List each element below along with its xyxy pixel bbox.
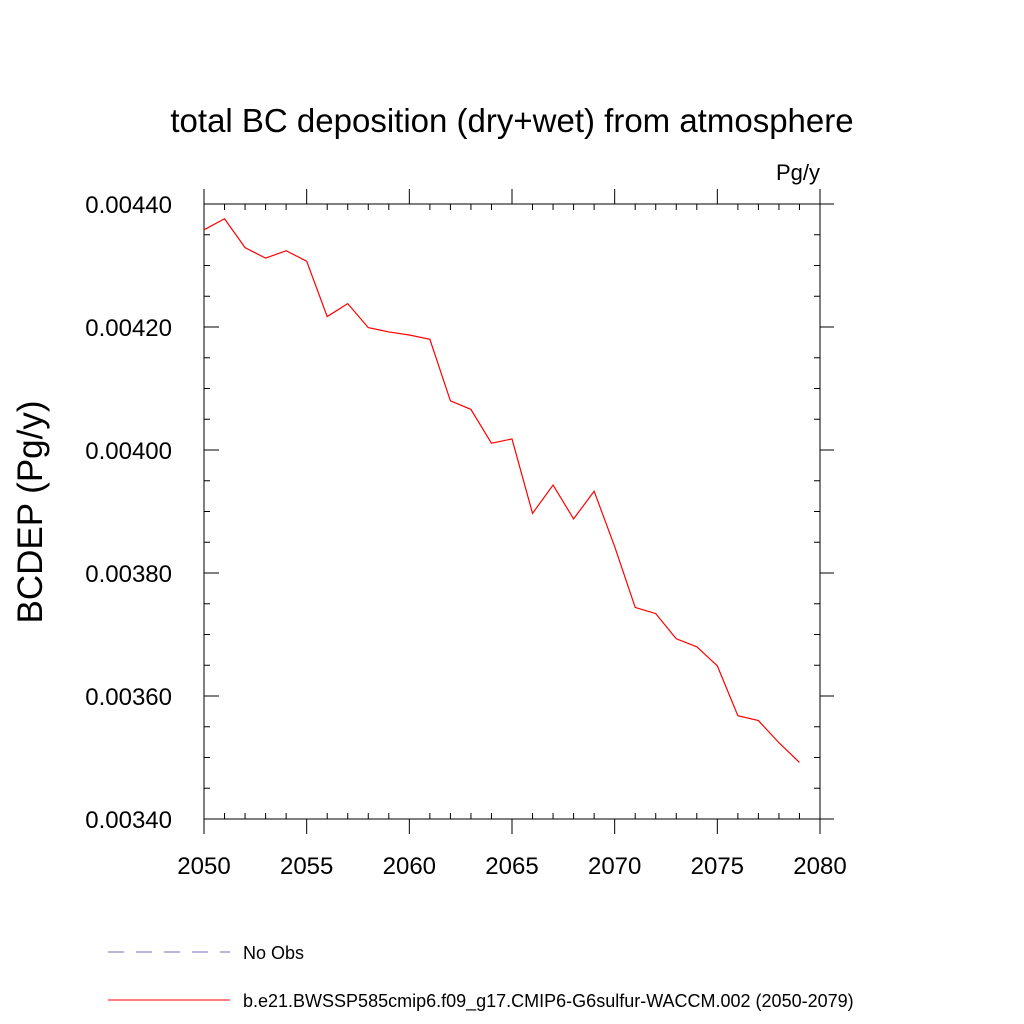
- plot-frame: [203, 203, 821, 820]
- y-axis-label: BCDEP (Pg/y): [11, 400, 50, 623]
- x-axis: 2050 2055 2060 2065 2070 2075 2080: [177, 189, 847, 880]
- series-line-0: [203, 217, 800, 763]
- y-tick-label: 0.00380: [85, 561, 172, 588]
- x-tick-label: 2060: [383, 853, 436, 880]
- x-tick-label: 2055: [280, 853, 333, 880]
- y-tick-label: 0.00440: [85, 192, 172, 219]
- units-label: Pg/y: [776, 160, 820, 185]
- legend: No Obs b.e21.BWSSP585cmip6.f09_g17.CMIP6-…: [108, 943, 854, 1012]
- x-tick-label: 2070: [588, 853, 641, 880]
- x-tick-label: 2075: [691, 853, 744, 880]
- x-tick-label: 2065: [485, 853, 538, 880]
- y-tick-label: 0.00400: [85, 438, 172, 465]
- x-tick-label: 2080: [793, 853, 846, 880]
- series-group: [203, 217, 800, 763]
- y-tick-label: 0.00360: [85, 684, 172, 711]
- x-tick-label: 2050: [177, 853, 230, 880]
- y-axis: 0.00340 0.00360 0.00380 0.00400 0.00420 0.004…: [85, 192, 834, 834]
- chart-title: total BC deposition (dry+wet) from atmos…: [170, 102, 853, 139]
- plot-area: [203, 203, 821, 820]
- legend-label-1: b.e21.BWSSP585cmip6.f09_g17.CMIP6-G6sulf…: [243, 991, 854, 1012]
- legend-label-0: No Obs: [243, 943, 304, 963]
- y-tick-label: 0.00340: [85, 807, 172, 834]
- y-tick-label: 0.00420: [85, 315, 172, 342]
